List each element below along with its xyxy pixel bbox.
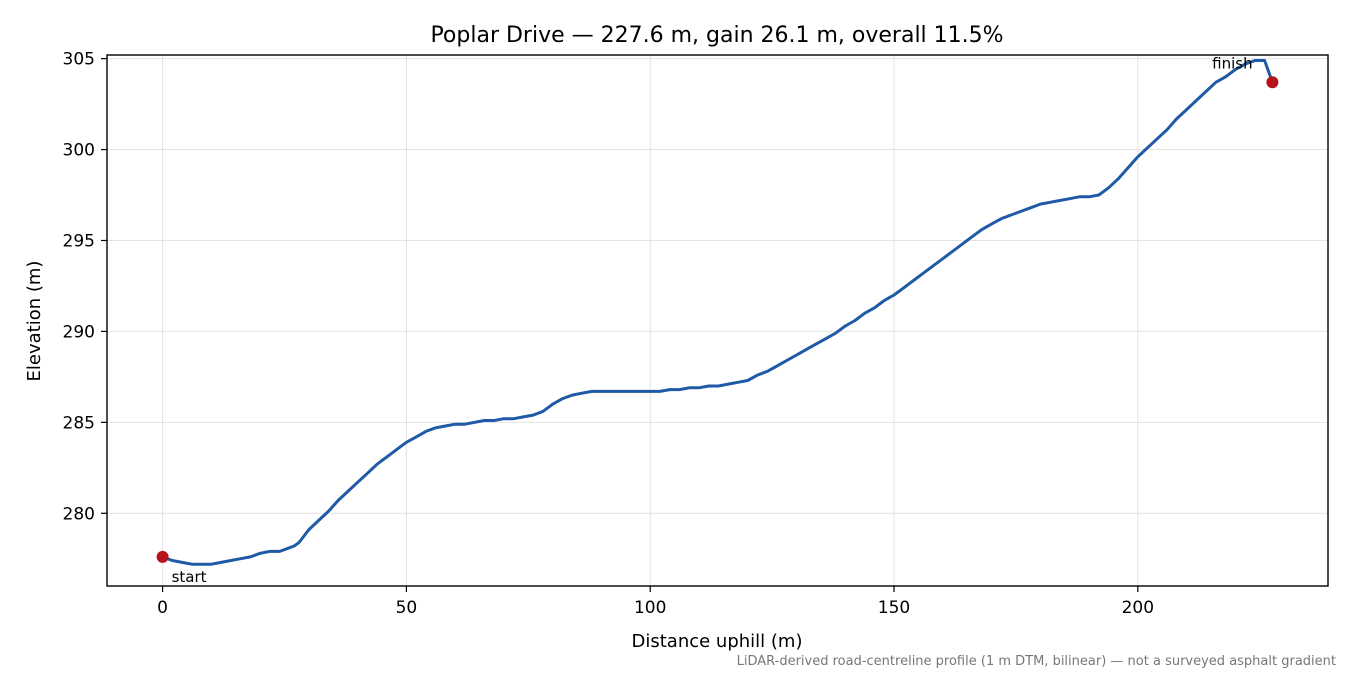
chart-title: Poplar Drive — 227.6 m, gain 26.1 m, ove… [430, 23, 1003, 48]
plot-frame [106, 54, 1329, 587]
axis-ticks: 0 50 100 150 200 280 285 290 295 300 305 [63, 50, 1155, 618]
x-tick-label: 50 [396, 598, 418, 618]
x-tick-label: 200 [1122, 598, 1154, 618]
x-tick-label: 100 [634, 598, 666, 618]
x-tick-label: 150 [878, 598, 910, 618]
elevation-profile-line [161, 59, 1274, 566]
finish-annotation: finish [1212, 54, 1252, 72]
y-tick-label: 295 [63, 231, 95, 251]
y-axis-label: Elevation (m) [24, 261, 45, 382]
y-tick-label: 290 [63, 322, 95, 342]
grid-layer [107, 55, 1328, 586]
start-marker [156, 550, 169, 563]
endpoint-markers [156, 76, 1279, 563]
y-tick-label: 300 [63, 141, 95, 161]
x-tick-label: 0 [157, 598, 168, 618]
y-tick-label: 285 [63, 413, 95, 433]
start-annotation: start [172, 568, 207, 586]
source-footnote: LiDAR-derived road-centreline profile (1… [737, 654, 1336, 669]
finish-marker [1266, 76, 1279, 89]
y-tick-label: 280 [63, 504, 95, 524]
x-axis-label: Distance uphill (m) [632, 631, 803, 652]
y-tick-label: 305 [63, 50, 95, 70]
profile-line-layer [161, 59, 1274, 566]
